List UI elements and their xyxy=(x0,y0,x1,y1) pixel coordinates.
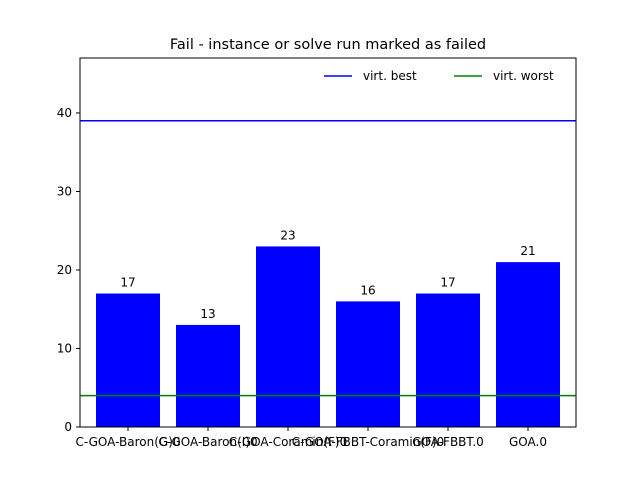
bar-value-label: 16 xyxy=(360,283,375,297)
y-tick-label: 20 xyxy=(57,263,72,277)
bar-value-label: 17 xyxy=(120,276,135,290)
x-axis: C-GOA-Baron(G)0C-GOA-Baron(I)0C-GOA-Cora… xyxy=(75,427,547,449)
chart-title: Fail - instance or solve run marked as f… xyxy=(170,37,486,53)
y-tick-label: 0 xyxy=(64,420,72,434)
bars-group xyxy=(96,246,560,427)
bar-value-label: 13 xyxy=(200,307,215,321)
x-tick-label: GOA.0 xyxy=(509,435,547,449)
bar-value-label: 17 xyxy=(440,276,455,290)
x-tick-label: C-GOA-FBBT-Coramin(F)0 xyxy=(292,435,444,449)
x-tick-label: C-GOA-Baron(I)0 xyxy=(158,435,257,449)
bar-value-label: 23 xyxy=(280,228,295,242)
bar xyxy=(176,324,240,427)
bar xyxy=(416,293,480,427)
x-tick-label: C-GOA-Coramin(F)0 xyxy=(229,435,348,449)
bar xyxy=(496,262,560,427)
legend-entry-label: virt. best xyxy=(363,69,417,83)
x-tick-label: GOA-FBBT.0 xyxy=(412,435,484,449)
bar xyxy=(96,293,160,427)
y-tick-label: 30 xyxy=(57,184,72,198)
plot-frame xyxy=(79,57,577,428)
y-axis: 0 10 20 30 40 xyxy=(57,106,80,434)
legend-entry-label: virt. worst xyxy=(493,69,554,83)
x-tick-label: C-GOA-Baron(G)0 xyxy=(75,435,180,449)
y-tick-label: 10 xyxy=(57,341,72,355)
reference-lines-group xyxy=(80,120,576,397)
legend: virt. best virt. worst xyxy=(324,69,554,83)
bar-value-label: 21 xyxy=(520,244,535,258)
y-tick-label: 40 xyxy=(57,106,72,120)
bar xyxy=(256,246,320,427)
bar-labels-group: 17 13 23 16 17 21 xyxy=(120,228,535,321)
bar xyxy=(336,301,400,427)
